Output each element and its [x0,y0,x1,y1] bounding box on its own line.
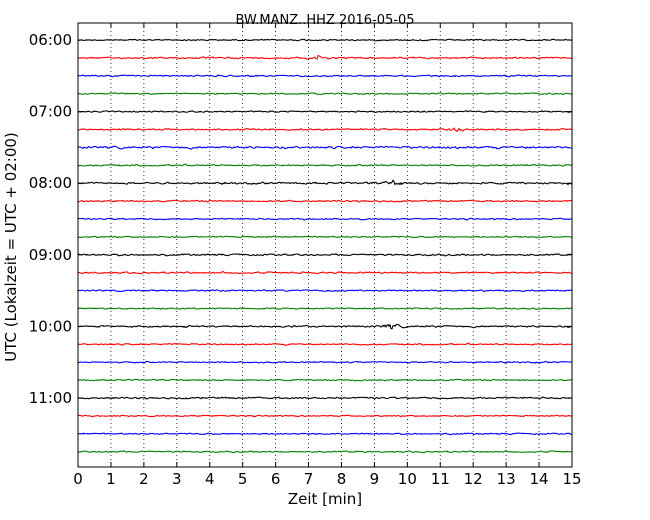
trace-0600 [77,38,573,42]
trace-0915 [77,270,573,275]
trace-1145 [77,449,573,454]
x-axis-label: Zeit [min] [288,490,362,508]
x-tick-label: 3 [172,470,182,488]
y-tick-label: 11:00 [29,389,72,407]
trace-0745 [77,163,573,167]
y-tick-label: 07:00 [29,103,72,121]
x-tick-label: 6 [271,470,281,488]
x-tick-label: 2 [139,470,149,488]
axis-ticks: 0 1 2 3 4 5 6 7 8 9 10 11 12 13 14 1506:0007:0008:0009:… [29,23,582,488]
x-tick-label: 14 [530,470,549,488]
trace-1130 [77,432,573,436]
y-tick-label: 08:00 [29,174,72,192]
x-tick-label: 5 [238,470,248,488]
x-tick-label: 15 [562,470,581,488]
plot-frame [77,22,573,468]
trace-1030 [77,360,573,364]
x-tick-label: 12 [464,470,483,488]
trace-1015 [77,342,573,346]
trace-0645 [77,92,573,96]
y-axis-label: UTC (Lokalzeit = UTC + 02:00) [2,132,20,362]
trace-1115 [77,414,573,418]
trace-0715 [77,127,573,133]
trace-0830 [77,217,573,221]
x-tick-label: 10 [398,470,417,488]
x-tick-label: 7 [304,470,314,488]
trace-1100 [77,396,573,400]
chart-title: BW.MANZ..HHZ 2016-05-05 [235,13,414,28]
x-tick-label: 11 [431,470,450,488]
trace-0845 [77,235,573,239]
trace-0630 [77,74,573,78]
trace-0945 [77,307,573,310]
trace-1045 [77,378,573,382]
trace-0700 [77,110,573,113]
x-tick-label: 4 [205,470,215,488]
x-tick-label: 8 [337,470,347,488]
trace-0815 [77,199,573,203]
x-tick-label: 0 [73,470,83,488]
y-tick-label: 09:00 [29,246,72,264]
trace-0900 [77,253,573,257]
trace-0800 [77,179,573,186]
x-tick-label: 9 [370,470,380,488]
y-tick-label: 06:00 [29,31,72,49]
trace-0615 [77,54,573,60]
seismogram-traces [77,38,573,454]
trace-0730 [77,145,573,150]
x-tick-label: 1 [106,470,116,488]
y-tick-label: 10:00 [29,317,72,335]
trace-1000 [77,323,573,330]
x-tick-label: 13 [497,470,516,488]
trace-0930 [77,288,573,293]
